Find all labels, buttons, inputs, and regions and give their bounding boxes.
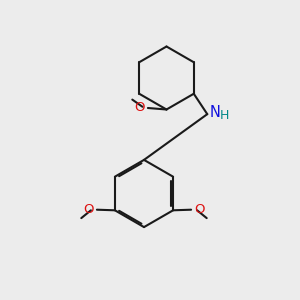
Text: N: N [209,104,220,119]
Text: O: O [194,202,205,216]
Text: H: H [220,109,229,122]
Text: O: O [134,101,145,114]
Text: O: O [83,202,94,216]
